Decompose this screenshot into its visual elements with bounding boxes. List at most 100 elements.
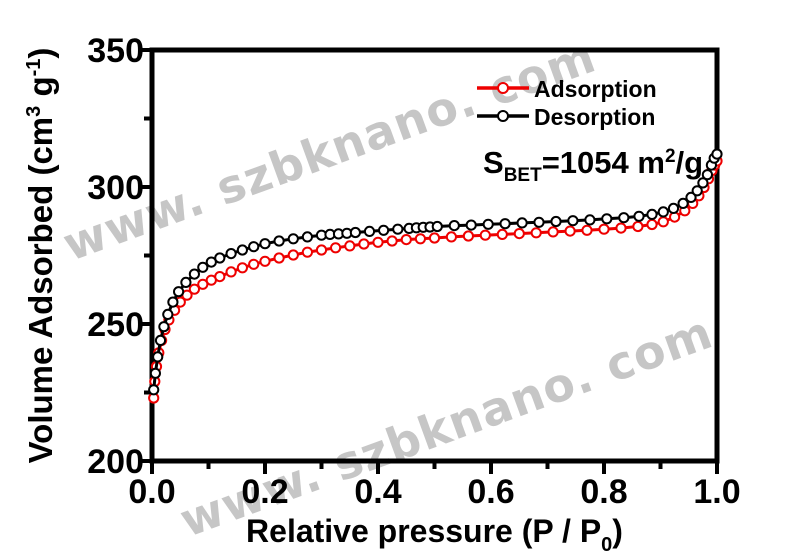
x-tick-label: 1.0 <box>693 473 740 511</box>
data-point-marker <box>148 384 160 396</box>
data-point-marker <box>601 213 613 225</box>
data-point-marker <box>378 224 390 236</box>
data-point-marker <box>330 242 342 254</box>
data-point-marker <box>445 231 457 243</box>
data-point-marker <box>657 216 669 228</box>
data-point-marker <box>567 215 579 227</box>
sbet-annotation: SBET=1054 m2/g <box>483 145 703 186</box>
data-point-marker <box>205 256 217 268</box>
data-point-marker <box>372 236 384 248</box>
data-point-marker <box>273 252 285 264</box>
data-point-marker <box>386 235 398 247</box>
x-tick-label: 0.0 <box>128 473 175 511</box>
data-point-marker <box>287 233 299 245</box>
data-point-marker <box>154 334 167 346</box>
data-point-marker <box>287 249 299 261</box>
data-point-marker <box>162 308 174 320</box>
data-point-marker <box>657 206 669 218</box>
data-point-marker <box>214 271 226 283</box>
y-tick-label: 250 <box>87 306 144 344</box>
data-point-marker <box>584 214 596 226</box>
x-axis-title: Relative pressure (P / P0) <box>246 513 623 553</box>
data-point-marker <box>711 148 723 160</box>
data-point-marker <box>564 225 576 237</box>
data-point-marker <box>646 218 658 231</box>
x-tick-label: 0.4 <box>354 473 401 511</box>
data-point-marker <box>685 191 697 203</box>
data-point-marker <box>428 232 441 244</box>
data-point-marker <box>301 231 313 243</box>
data-point-marker <box>667 202 680 214</box>
data-point-marker <box>448 220 460 232</box>
data-point-marker <box>363 225 376 237</box>
data-point-marker <box>530 227 542 239</box>
data-point-marker <box>225 266 237 278</box>
data-point-marker <box>273 235 285 247</box>
y-tick-label: 200 <box>87 443 144 481</box>
data-point-marker <box>188 283 200 295</box>
data-point-marker <box>697 177 709 189</box>
data-point-marker <box>392 223 404 235</box>
series-desorption-line <box>152 153 719 390</box>
data-point-marker <box>633 210 645 222</box>
data-point-marker <box>598 223 610 235</box>
data-point-marker <box>236 262 248 274</box>
data-point-marker <box>465 219 477 231</box>
open-circle-marker-icon <box>497 110 509 122</box>
y-tick-label: 300 <box>87 169 144 207</box>
legend-label: Adsorption <box>534 76 657 102</box>
open-circle-marker-icon <box>497 82 509 94</box>
data-point-marker <box>188 268 200 280</box>
y-tick-label: 350 <box>87 32 144 70</box>
legend-item-adsorption: Adsorption <box>477 76 657 102</box>
series-adsorption-markers <box>148 155 723 404</box>
data-point-marker <box>158 321 170 333</box>
data-point-marker <box>248 241 260 253</box>
data-point-marker <box>516 217 528 229</box>
data-point-marker <box>646 208 658 220</box>
data-point-marker <box>315 244 328 256</box>
data-point-marker <box>344 240 356 252</box>
data-point-marker <box>701 169 714 181</box>
data-point-marker <box>462 230 474 242</box>
data-point-marker <box>236 244 248 256</box>
data-point-marker <box>431 220 443 233</box>
data-point-marker <box>533 216 545 228</box>
data-point-marker <box>149 367 161 379</box>
data-point-marker <box>414 233 426 245</box>
data-point-marker <box>479 229 491 241</box>
data-point-marker <box>349 226 361 239</box>
data-point-marker <box>499 218 511 230</box>
x-tick-label: 0.8 <box>580 473 627 511</box>
legend-item-desorption: Desorption <box>477 104 655 130</box>
data-point-marker <box>197 278 209 290</box>
data-point-marker <box>632 220 644 233</box>
data-point-marker <box>581 224 593 236</box>
data-point-marker <box>513 228 525 240</box>
data-point-marker <box>301 246 313 258</box>
x-tick-label: 0.2 <box>241 473 288 511</box>
data-point-marker <box>152 351 164 363</box>
data-point-marker <box>547 226 559 238</box>
data-point-marker <box>677 197 689 209</box>
data-point-marker <box>496 228 508 240</box>
data-point-marker <box>167 296 179 308</box>
legend-label: Desorption <box>534 104 655 130</box>
data-point-marker <box>615 222 627 234</box>
data-point-marker <box>225 248 237 260</box>
series-adsorption-line <box>152 160 719 399</box>
data-point-marker <box>214 252 226 264</box>
y-axis-title: Volume Adsorbed (cm3 g-1) <box>22 48 59 464</box>
data-point-marker <box>197 261 209 273</box>
data-point-marker <box>259 238 271 250</box>
data-point-marker <box>358 238 370 250</box>
data-point-marker <box>248 258 260 270</box>
data-point-marker <box>550 215 562 228</box>
data-point-marker <box>259 255 271 267</box>
data-point-marker <box>482 218 494 230</box>
data-point-marker <box>180 276 192 288</box>
data-point-marker <box>691 185 703 197</box>
x-tick-label: 0.6 <box>467 473 514 511</box>
